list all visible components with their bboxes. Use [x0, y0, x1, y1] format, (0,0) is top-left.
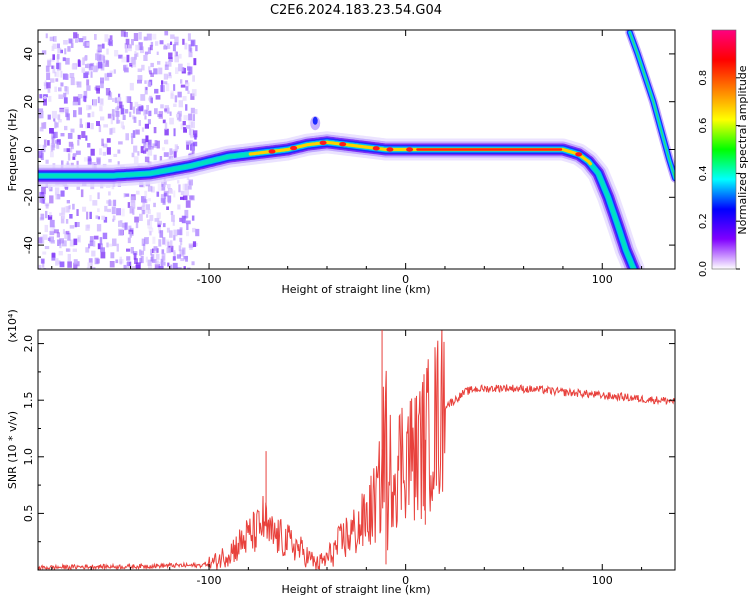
x-tick-label: 100 [592, 273, 613, 286]
y-tick-label: 0 [22, 146, 35, 153]
ridge-hotspot [319, 140, 327, 145]
ridge-hotspot [575, 152, 583, 157]
y-tick-label: -20 [22, 188, 35, 206]
colorbar-tick-label: 0.4 [698, 165, 709, 181]
snr-x-axis-label: Height of straight line (km) [281, 583, 430, 596]
colorbar-label: Normalized spectral amplitude [736, 65, 749, 234]
spectrogram-ticks: -100 0 100 -40 -20 0 20 40 [22, 30, 675, 286]
y-tick-label: 20 [22, 95, 35, 109]
x-tick-label: -100 [197, 574, 222, 587]
spectrogram-main-ridge [38, 116, 645, 269]
spectrogram-image-track [625, 30, 675, 183]
colorbar-tick-label: 0.2 [698, 213, 709, 229]
ridge-hotspot [406, 147, 414, 152]
colorbar-tick-label: 0.6 [698, 118, 709, 134]
colorbar-tick-label: 0.0 [698, 261, 709, 277]
snr-frame [37, 329, 676, 571]
spectrogram-x-axis-label: Height of straight line (km) [281, 283, 430, 296]
spectrogram-y-axis-label: Frequency (Hz) [6, 109, 19, 192]
colorbar: 0.0 0.2 0.4 0.6 0.8 Normalized spectral ampl… [698, 29, 749, 277]
y-tick-label: 2.0 [22, 335, 35, 353]
ridge-side-blob-core [312, 116, 318, 125]
snr-ticks: -100 0 100 0.5 1.0 1.5 2.0 [22, 330, 675, 587]
ridge-hotspot [290, 145, 298, 151]
image-track-band-3 [629, 31, 675, 179]
snr-panel: -100 0 100 0.5 1.0 1.5 2.0 Height of straight … [6, 309, 676, 596]
y-tick-label: -40 [22, 236, 35, 254]
x-tick-label: 0 [402, 574, 409, 587]
snr-multiplier-label: (x10⁴) [6, 309, 19, 343]
ridge-hotspot [268, 149, 276, 154]
x-tick-label: 0 [402, 273, 409, 286]
colorbar-ticks: 0.0 0.2 0.4 0.6 0.8 [698, 70, 740, 277]
spectrogram-panel: -100 0 100 -40 -20 0 20 40 Height of straight l… [6, 29, 676, 296]
snr-background [38, 330, 675, 570]
y-tick-label: 0.5 [22, 505, 35, 523]
x-tick-label: -100 [197, 273, 222, 286]
y-tick-label: 1.0 [22, 448, 35, 466]
colorbar-gradient [712, 30, 736, 269]
snr-y-axis-label: SNR (10 * v/v) [6, 411, 19, 489]
ridge-hotspot [339, 142, 347, 147]
ridge-hotspot [386, 147, 394, 152]
y-tick-label: 40 [22, 47, 35, 61]
spectrogram-noise-speckles [38, 30, 200, 269]
figure-title: C2E6.2024.183.23.54.G04 [270, 3, 442, 18]
snr-series-line [38, 330, 675, 570]
colorbar-frame [711, 29, 737, 270]
colorbar-tick-label: 0.8 [698, 70, 709, 86]
ridge-hotspot [372, 146, 380, 151]
y-tick-label: 1.5 [22, 391, 35, 409]
x-tick-label: 100 [592, 574, 613, 587]
